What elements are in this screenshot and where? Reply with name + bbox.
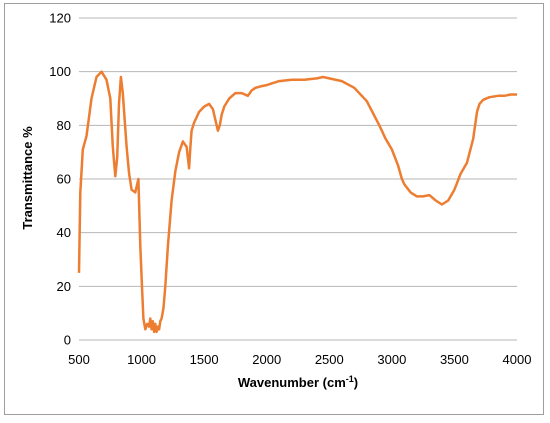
x-tick-labels: 500 1000 1500 2000 2500 3000 3500 4000 [68,352,531,367]
y-tick-label: 20 [57,279,71,294]
series-line [77,70,517,334]
x-tick-label: 1000 [127,352,156,367]
x-tick-label: 500 [68,352,90,367]
x-axis-title: Wavenumber (cm-1) [238,374,358,390]
y-tick-label: 40 [57,225,71,240]
y-tick-label: 80 [57,118,71,133]
x-axis-title-suffix: ) [354,375,358,390]
x-axis-title-main: Wavenumber (cm [238,375,346,390]
x-tick-label: 2000 [252,352,281,367]
x-tick-label: 3500 [440,352,469,367]
y-tick-labels: 0 20 40 60 80 100 120 [49,11,71,348]
x-tick-label: 1500 [190,352,219,367]
x-tick-label: 3000 [377,352,406,367]
y-tick-label: 0 [64,333,71,348]
x-tick-label: 2500 [315,352,344,367]
gridlines [79,17,517,341]
y-tick-label: 120 [49,11,71,26]
x-tick-label: 4000 [503,352,532,367]
y-tick-label: 60 [57,172,71,187]
x-axis-title-superscript: -1 [346,374,354,384]
y-axis-title: Transmittance % [20,126,35,230]
y-tick-label: 100 [49,64,71,79]
